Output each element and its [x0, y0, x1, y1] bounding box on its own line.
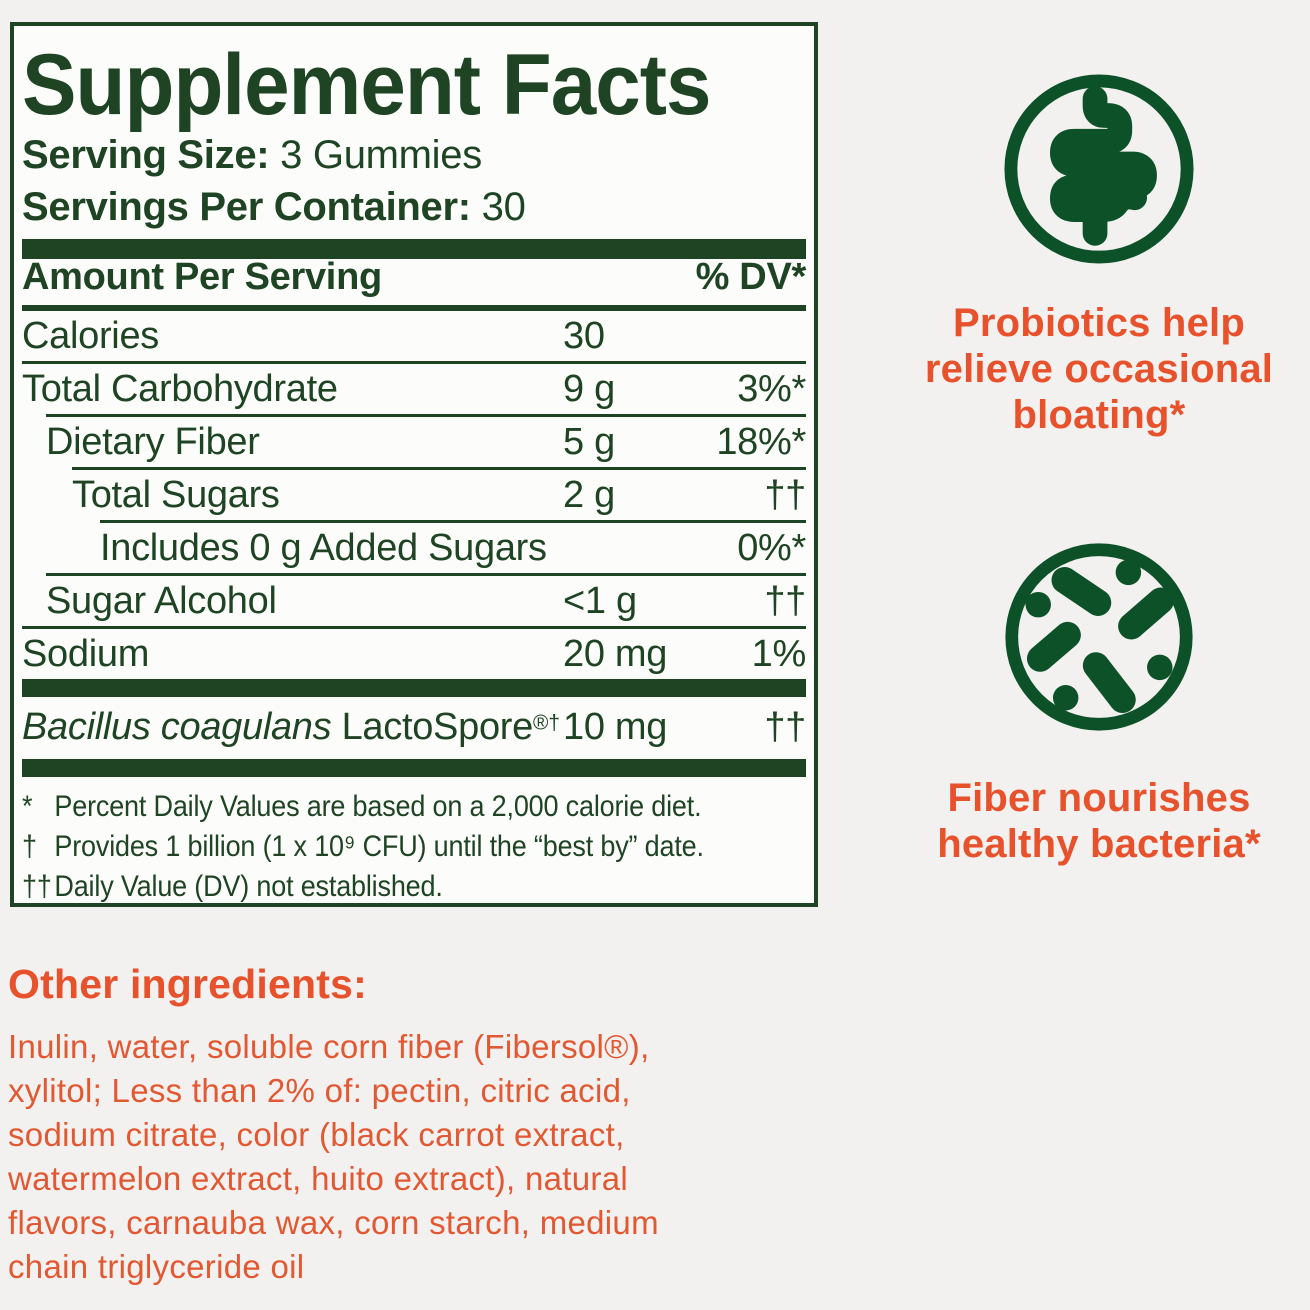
row-dv: 1% — [751, 632, 807, 675]
facts-row-dietary-fiber: Dietary Fiber 5 g 18%* — [22, 417, 806, 467]
row-amount: 2 g — [563, 473, 615, 516]
probiotics-caption: Probiotics help relieve occasional bloat… — [924, 301, 1274, 437]
row-dv: 18%* — [716, 420, 806, 463]
footnotes: * Percent Daily Values are based on a 2,0… — [22, 787, 803, 903]
footnote-text: Daily Value (DV) not established. — [54, 869, 443, 903]
row-name: Bacillus coagulans LactoSpore®† — [22, 708, 563, 746]
facts-row-sodium: Sodium 20 mg 1% — [22, 629, 806, 679]
row-name: Total Sugars — [72, 473, 280, 516]
row-amount: 30 — [563, 314, 605, 357]
footnote-symbol: †† — [22, 869, 52, 903]
row-name: Sodium — [22, 632, 150, 675]
row-name: Dietary Fiber — [46, 420, 260, 463]
footnote: † Provides 1 billion (1 x 10⁹ CFU) until … — [22, 827, 803, 867]
row-separator — [72, 466, 806, 470]
row-name: Total Carbohydrate — [22, 367, 338, 410]
thick-divider-bar — [22, 678, 806, 697]
row-separator — [22, 625, 806, 629]
serving-size-value: 3 Gummies — [280, 132, 482, 177]
footnote: †† Daily Value (DV) not established. — [22, 867, 803, 903]
row-name: Includes 0 g Added Sugars — [100, 526, 547, 569]
facts-row-calories: Calories 30 — [22, 311, 806, 361]
facts-row-total-carbohydrate: Total Carbohydrate 9 g 3%* — [22, 364, 806, 414]
row-amount: <1 g — [563, 579, 637, 622]
intestine-icon — [884, 70, 1310, 268]
panel-title: Supplement Facts — [22, 37, 711, 133]
row-dv: †† — [764, 579, 806, 622]
servings-value: 30 — [481, 184, 526, 229]
footnote: * Percent Daily Values are based on a 2,0… — [22, 787, 803, 827]
bacteria-icon — [884, 540, 1310, 736]
row-separator — [46, 413, 806, 417]
row-dv: †† — [764, 705, 806, 748]
lactospore-plain: LactoSpore — [331, 705, 534, 748]
row-amount: 5 g — [563, 420, 615, 463]
row-separator — [100, 519, 806, 523]
row-separator — [46, 572, 806, 576]
servings-label: Servings Per Container: — [22, 184, 471, 229]
row-amount: 10 mg — [563, 705, 668, 748]
supplement-facts-panel: Supplement Facts Serving Size: 3 Gummies… — [10, 22, 818, 907]
bacillus-italic: Bacillus coagulans — [22, 705, 332, 748]
amount-per-serving-header: Amount Per Serving — [22, 255, 382, 298]
serving-size-line: Serving Size: 3 Gummies — [22, 135, 806, 175]
thick-divider-bar — [22, 758, 806, 777]
footnote-symbol: * — [22, 789, 33, 823]
thick-divider-bar — [22, 238, 806, 259]
row-name: Sugar Alcohol — [46, 579, 277, 622]
facts-row-bacillus-coagulans: Bacillus coagulans LactoSpore®† 10 mg †† — [22, 697, 806, 759]
row-dv: 3%* — [737, 367, 806, 410]
facts-row-includes-0-g-added-sugars: Includes 0 g Added Sugars 0%* — [22, 523, 806, 573]
row-separator — [22, 360, 806, 364]
other-ingredients-section: Other ingredients: Inulin, water, solubl… — [8, 961, 768, 1289]
serving-size-label: Serving Size: — [22, 132, 270, 177]
facts-rows: Calories 30 Total Carbohydrate 9 g 3%* Dietar… — [22, 311, 806, 679]
servings-per-container-line: Servings Per Container: 30 — [22, 187, 806, 227]
column-header-row: Amount Per Serving % DV* — [22, 255, 807, 305]
other-ingredients-heading: Other ingredients: — [8, 961, 367, 1007]
footnote-text: Percent Daily Values are based on a 2,00… — [54, 789, 702, 823]
facts-row-total-sugars: Total Sugars 2 g †† — [22, 470, 806, 520]
other-ingredients-body: Inulin, water, soluble corn fiber (Fiber… — [8, 1028, 659, 1286]
row-dv: †† — [764, 473, 806, 516]
facts-row-sugar-alcohol: Sugar Alcohol <1 g †† — [22, 576, 806, 626]
lactospore-superscript: ®† — [532, 711, 560, 735]
row-amount: 20 mg — [563, 632, 668, 675]
footnote-text: Provides 1 billion (1 x 10⁹ CFU) until t… — [54, 829, 704, 863]
fiber-caption: Fiber nourishes healthy bacteria* — [937, 776, 1261, 866]
row-dv: 0%* — [737, 526, 806, 569]
footnote-symbol: † — [22, 829, 37, 863]
header-separator — [22, 304, 806, 311]
row-name: Calories — [22, 314, 159, 357]
row-amount: 9 g — [563, 367, 615, 410]
percent-dv-header: % DV* — [695, 255, 807, 298]
